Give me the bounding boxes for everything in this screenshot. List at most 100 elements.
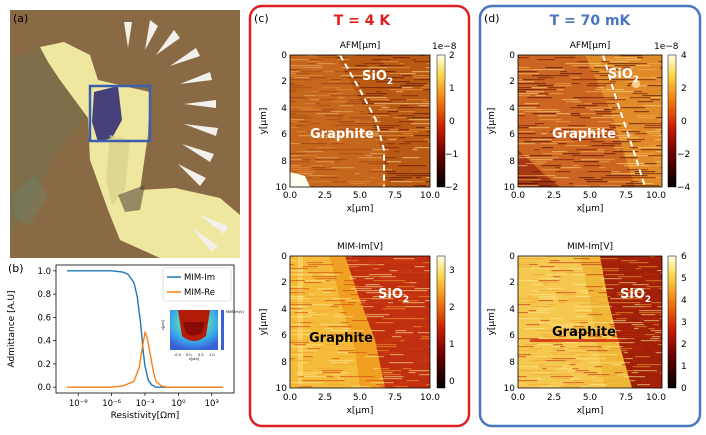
noise-segment xyxy=(405,306,425,308)
noise-segment xyxy=(327,336,345,338)
noise-segment xyxy=(403,133,413,135)
noise-segment xyxy=(635,79,656,81)
noise-segment xyxy=(518,346,534,348)
noise-segment xyxy=(629,67,635,69)
electrode xyxy=(156,30,180,55)
panel-c: (c) T = 4 K AFM[μm] Graphite SiO2 1e−8 2… xyxy=(248,4,471,428)
noise-segment xyxy=(299,65,322,67)
noise-segment xyxy=(327,71,335,73)
noise-segment xyxy=(657,306,662,308)
noise-segment xyxy=(632,288,638,290)
noise-segment xyxy=(554,378,571,380)
noise-segment xyxy=(369,153,383,155)
afm-particle xyxy=(632,80,640,88)
inset-tip-core xyxy=(183,322,205,336)
noise-segment xyxy=(597,376,605,378)
noise-segment xyxy=(352,320,369,322)
cbar-tick: 0 xyxy=(681,117,687,127)
noise-segment xyxy=(609,61,629,63)
noise-segment xyxy=(426,308,430,310)
noise-segment xyxy=(306,55,317,57)
noise-segment xyxy=(641,256,650,258)
noise-segment xyxy=(608,125,622,127)
noise-segment xyxy=(375,344,397,346)
noise-segment xyxy=(398,115,416,117)
noise-segment xyxy=(573,258,591,260)
noise-segment xyxy=(633,151,639,153)
noise-segment xyxy=(290,73,296,75)
panel-d-border xyxy=(478,4,702,428)
noise-segment xyxy=(536,310,551,312)
noise-segment xyxy=(637,364,661,366)
c-mim-frame xyxy=(289,255,431,389)
noise-segment xyxy=(556,129,574,131)
noise-segment xyxy=(419,55,425,57)
noise-segment xyxy=(660,119,662,121)
noise-segment xyxy=(528,348,542,350)
noise-segment xyxy=(371,298,394,300)
flake-edge xyxy=(106,135,130,205)
noise-segment xyxy=(538,338,548,340)
noise-segment xyxy=(588,384,608,386)
series-group xyxy=(67,270,223,388)
noise-segment xyxy=(377,272,397,274)
noise-segment xyxy=(638,266,658,268)
noise-segment xyxy=(524,127,529,129)
noise-segment xyxy=(290,330,311,332)
noise-segment xyxy=(333,264,348,266)
x-tick: 0.0 xyxy=(511,393,526,403)
noise-segment xyxy=(657,344,662,346)
noise-segment xyxy=(315,161,335,163)
noise-segment xyxy=(551,318,563,320)
noise-segment xyxy=(518,109,542,111)
noise-segment xyxy=(518,155,530,157)
noise-segment xyxy=(378,65,390,67)
noise-segment xyxy=(345,300,367,302)
noise-segment xyxy=(350,382,367,384)
noise-segment xyxy=(366,312,371,314)
noise-segment xyxy=(630,63,638,65)
noise-segment xyxy=(428,370,430,372)
noise-segment xyxy=(330,95,350,97)
noise-segment xyxy=(575,149,593,151)
noise-segment xyxy=(633,159,640,161)
noise-segment xyxy=(611,320,627,322)
noise-segment xyxy=(535,330,555,332)
noise-segment xyxy=(303,356,313,358)
noise-segment xyxy=(531,372,551,374)
noise-segment xyxy=(536,358,553,360)
y-tick: 8 xyxy=(509,358,515,368)
noise-segment xyxy=(378,302,388,304)
noise-segment xyxy=(296,143,301,145)
noise-segment xyxy=(428,173,430,175)
c-mim-map: MIM-Im[V] Graphite SiO2 3 2 1 0 0 2 4 xyxy=(259,242,455,416)
noise-segment xyxy=(640,318,660,320)
noise-segment xyxy=(312,286,324,288)
noise-segment xyxy=(394,306,406,308)
noise-segment xyxy=(571,79,594,81)
noise-segment xyxy=(613,147,623,149)
noise-segment xyxy=(414,288,430,290)
y-tick: 6 xyxy=(509,331,515,341)
noise-segment xyxy=(290,286,303,288)
noise-segment xyxy=(347,181,372,183)
noise-segment xyxy=(654,139,662,141)
x-tick: 5.0 xyxy=(583,393,598,403)
noise-segment xyxy=(398,121,415,123)
c-afm-x-label: x[μm] xyxy=(347,204,374,214)
noise-segment xyxy=(340,75,349,77)
noise-segment xyxy=(331,167,355,169)
noise-segment xyxy=(564,294,577,296)
c-afm-scale-exponent: 1e−8 xyxy=(432,42,457,52)
y-tick: 10 xyxy=(276,183,288,193)
noise-segment xyxy=(603,59,626,61)
noise-segment xyxy=(611,171,620,173)
noise-segment xyxy=(657,270,662,272)
boundary-line xyxy=(602,55,646,187)
noise-segment xyxy=(294,77,310,79)
noise-segment xyxy=(541,169,560,171)
noise-segment xyxy=(396,286,415,288)
noise-segment xyxy=(544,386,561,388)
noise-segment xyxy=(543,284,550,286)
noise-segment xyxy=(585,91,609,93)
